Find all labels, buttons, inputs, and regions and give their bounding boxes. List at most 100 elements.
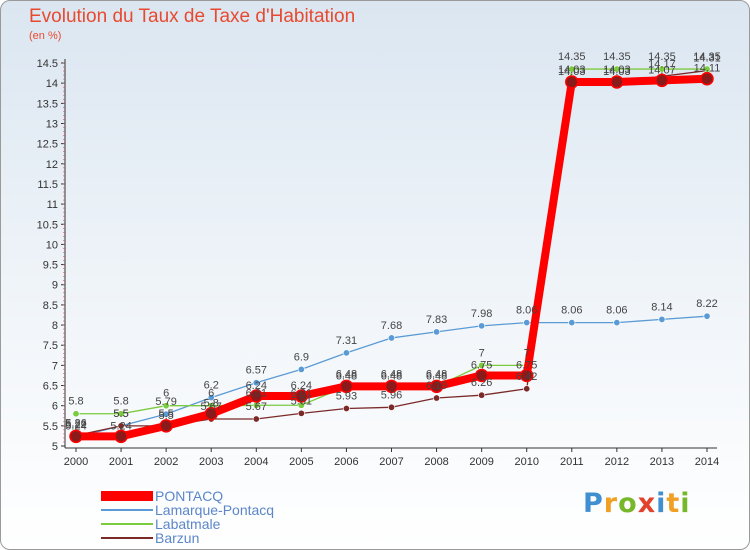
data-point-pontacq [159, 419, 173, 433]
y-tick-label: 8.5 [43, 300, 58, 312]
data-point-lamarque-pontacq [387, 334, 395, 342]
data-label-lamarque-pontacq: 7.83 [426, 314, 447, 326]
logo-letter: i [680, 488, 691, 519]
chart-title: Evolution du Taux de Taxe d'Habitation [29, 6, 356, 27]
data-label-pontacq: 5.5 [158, 410, 173, 422]
data-label-lamarque-pontacq: 6.9 [294, 351, 309, 363]
legend-swatch-pontacq [101, 491, 153, 501]
data-point-lamarque-pontacq [297, 365, 305, 373]
data-point-pontacq [700, 71, 714, 86]
data-label-barzun: 5.26 [65, 418, 86, 430]
data-point-pontacq [655, 73, 669, 88]
data-point-barzun [478, 391, 486, 399]
data-point-lamarque-pontacq [433, 328, 441, 336]
data-label-barzun: 5.81 [291, 395, 312, 407]
data-point-pontacq [114, 429, 128, 444]
data-label-lamarque-pontacq: 7.68 [381, 320, 402, 332]
y-tick-label: 8 [52, 320, 58, 332]
legend-label-labatmale: Labatmale [155, 516, 221, 532]
x-tick-label: 2006 [334, 456, 358, 468]
legend-item-labatmale: Labatmale [101, 516, 220, 532]
data-point-lamarque-pontacq [162, 410, 170, 418]
data-point-barzun [523, 385, 531, 393]
data-point-labatmale [162, 402, 170, 410]
x-tick-label: 2003 [199, 456, 223, 468]
series-line-labatmale [75, 68, 708, 415]
data-label-lamarque-pontacq: 8.06 [516, 305, 537, 317]
data-label-pontacq: 6.48 [426, 370, 447, 382]
y-tick-label: 14.5 [37, 58, 58, 70]
data-label-pontacq: 5.8 [204, 398, 219, 410]
legend-label-lamarque-pontacq: Lamarque-Pontacq [155, 502, 275, 518]
data-point-pontacq [429, 379, 444, 394]
data-point-barzun [117, 422, 125, 430]
data-point-lamarque-pontacq [703, 312, 711, 320]
data-label-lamarque-pontacq: 5.5 [113, 408, 128, 420]
y-axis-unit-label: (en %) [29, 30, 62, 42]
data-label-labatmale: 7 [524, 347, 530, 359]
data-point-lamarque-pontacq [658, 315, 666, 323]
x-tick-label: 2014 [695, 456, 719, 468]
data-point-pontacq [204, 406, 218, 421]
data-label-barzun: 6.26 [471, 377, 492, 389]
data-label-lamarque-pontacq: 8.14 [651, 301, 672, 313]
data-point-barzun [342, 405, 350, 413]
data-point-lamarque-pontacq [207, 394, 215, 402]
data-label-pontacq: 14.07 [648, 64, 676, 76]
data-label-lamarque-pontacq: 8.06 [606, 305, 627, 317]
data-label-lamarque-pontacq: 6.57 [246, 365, 267, 377]
data-label-pontacq: 14.11 [694, 63, 721, 75]
data-point-lamarque-pontacq [478, 322, 486, 330]
series-layer [69, 65, 714, 444]
data-label-labatmale: 14.35 [648, 51, 676, 63]
y-tick-label: 13 [46, 118, 58, 130]
data-label-lamarque-pontacq: 8.22 [696, 298, 717, 310]
legend-label-barzun: Barzun [155, 530, 200, 546]
x-tick-label: 2009 [469, 456, 493, 468]
legend-swatch-labatmale [101, 523, 153, 525]
data-point-labatmale [72, 410, 80, 418]
data-label-labatmale: 7 [479, 347, 485, 359]
x-tick-label: 2008 [424, 456, 448, 468]
data-point-lamarque-pontacq [523, 319, 531, 327]
legend-item-pontacq: PONTACQ [101, 488, 223, 504]
data-label-barzun: 6.19 [426, 380, 447, 392]
y-tick-label: 7.5 [43, 340, 58, 352]
y-tick-label: 5.5 [43, 421, 58, 433]
data-point-labatmale [568, 65, 576, 73]
y-tick-label: 9 [52, 280, 58, 292]
data-point-pontacq [519, 368, 534, 383]
data-label-barzun: 5.67 [246, 401, 267, 413]
y-tick-label: 10.5 [37, 219, 58, 231]
data-label-pontacq: 5.24 [65, 420, 86, 432]
y-tick-label: 6.5 [43, 381, 58, 393]
data-label-labatmale: 14.35 [603, 51, 631, 63]
axes: 55.566.577.588.599.51010.51111.51212.513… [37, 58, 720, 468]
data-label-barzun: 14.03 [603, 64, 631, 76]
data-label-lamarque-pontacq: 5.22 [65, 419, 86, 431]
data-label-lamarque-pontacq: 5.79 [155, 396, 176, 408]
data-label-pontacq: 6.24 [291, 380, 312, 392]
data-label-pontacq: 6.48 [336, 370, 357, 382]
data-label-labatmale: 14.35 [558, 51, 586, 63]
data-label-labatmale: 6.48 [381, 368, 402, 380]
data-point-barzun [297, 409, 305, 417]
y-tick-label: 5 [52, 441, 58, 453]
data-label-labatmale: 6 [163, 388, 169, 400]
data-label-labatmale: 6.48 [426, 368, 447, 380]
data-label-barzun: 5.5 [113, 408, 128, 420]
data-point-labatmale [117, 410, 125, 418]
data-point-pontacq [294, 389, 309, 403]
proxiti-logo: Proxiti [583, 488, 691, 519]
data-label-barzun: 14.03 [558, 64, 586, 76]
x-tick-label: 2004 [244, 456, 268, 468]
x-tick-label: 2001 [109, 456, 133, 468]
data-label-labatmale: 5.8 [113, 396, 128, 408]
data-label-barzun: 14.31 [693, 53, 721, 65]
x-tick-label: 2002 [154, 456, 178, 468]
data-label-barzun: 5.93 [336, 391, 357, 403]
logo-letter: i [656, 488, 667, 519]
data-point-labatmale [478, 361, 486, 369]
data-point-lamarque-pontacq [342, 349, 350, 357]
